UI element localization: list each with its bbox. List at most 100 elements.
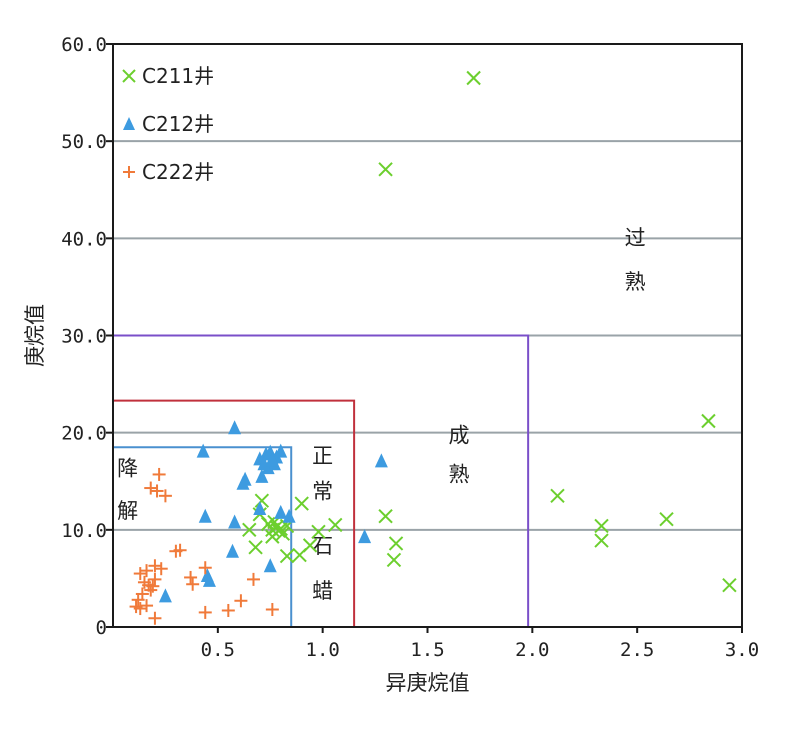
- zone-label: 过: [625, 226, 646, 250]
- point-c222: [144, 583, 158, 597]
- x-tick-label: 1.5: [410, 639, 444, 661]
- zone-label: 熟: [625, 270, 646, 294]
- point-c222: [184, 570, 198, 584]
- point-c222: [198, 605, 212, 619]
- x-axis-label: 异庚烷值: [386, 671, 470, 695]
- legend-marker: [122, 69, 136, 83]
- point-c222: [133, 602, 147, 616]
- point-c222: [152, 467, 166, 481]
- point-c211: [311, 524, 326, 539]
- zone-label: 蜡: [312, 579, 333, 603]
- point-c222: [148, 611, 162, 625]
- point-c211: [292, 547, 307, 563]
- y-tick-label: 50.0: [61, 131, 107, 153]
- legend: C211井 C212井 C222井: [122, 64, 214, 184]
- point-c211: [701, 413, 716, 429]
- point-c212: [158, 588, 172, 603]
- point-c211: [294, 496, 309, 511]
- maturity-regions: [113, 334, 530, 627]
- point-c212: [282, 508, 296, 523]
- legend-marker: [123, 117, 135, 130]
- y-tick-label: 60.0: [61, 34, 107, 56]
- point-c222: [148, 572, 162, 586]
- point-c211: [594, 518, 609, 534]
- point-c222: [140, 564, 154, 578]
- point-c212: [226, 543, 240, 558]
- region-boundary-1: [113, 446, 293, 627]
- point-c212: [358, 529, 372, 544]
- point-c211: [659, 511, 674, 527]
- point-c222: [234, 594, 248, 608]
- x-tick-label: 0.5: [201, 639, 235, 661]
- y-tick-label: 10.0: [61, 520, 107, 542]
- point-c222: [186, 577, 200, 591]
- point-c212: [198, 508, 212, 523]
- point-c222: [158, 489, 172, 503]
- point-c222: [221, 603, 235, 617]
- point-c211: [386, 552, 402, 568]
- point-c212: [274, 504, 288, 519]
- zone-label: 成: [448, 423, 469, 447]
- point-c222: [246, 572, 260, 586]
- point-c211: [248, 540, 263, 555]
- point-c211: [242, 522, 257, 538]
- x-tick-label: 1.0: [306, 639, 340, 661]
- point-c211: [466, 70, 481, 86]
- y-tick-label: 40.0: [61, 228, 107, 250]
- point-c212: [253, 500, 267, 515]
- x-tick-label: 2.5: [620, 639, 654, 661]
- point-c212: [236, 475, 250, 490]
- legend-label: C222井: [142, 160, 214, 184]
- point-c212: [374, 453, 388, 468]
- point-c211: [254, 493, 270, 508]
- point-c222: [265, 603, 279, 617]
- y-tick-label: 20.0: [61, 423, 107, 445]
- point-c212: [228, 514, 242, 529]
- region-boundary-3: [113, 334, 530, 627]
- point-c222: [198, 561, 212, 575]
- series-plus: [129, 467, 279, 625]
- point-c222: [148, 559, 162, 573]
- x-tick-label: 2.0: [515, 639, 549, 661]
- zone-label: 常: [312, 480, 333, 504]
- point-c212: [255, 468, 269, 483]
- point-c211: [328, 517, 343, 533]
- point-c211: [550, 488, 565, 504]
- point-c211: [265, 529, 280, 544]
- point-c212: [202, 572, 216, 587]
- point-c211: [378, 509, 393, 524]
- zone-label: 降: [117, 456, 138, 480]
- x-axis-ticks: 0.5 1.0 1.5 2.0 2.5 3.0: [201, 627, 759, 661]
- y-tick-label: 0: [96, 617, 107, 639]
- series-triangle: [158, 420, 388, 603]
- point-c211: [265, 522, 280, 538]
- y-axis-ticks: 0 10.0 20.0 30.0 40.0 50.0 60.0: [61, 34, 113, 639]
- point-c211: [388, 536, 404, 551]
- point-c222: [173, 543, 187, 557]
- region-boundary-2: [113, 399, 356, 627]
- point-c212: [257, 456, 271, 471]
- point-c211: [378, 162, 393, 177]
- point-c212: [274, 443, 288, 458]
- point-c212: [263, 558, 277, 573]
- zone-label: 熟: [448, 462, 469, 486]
- legend-label: C212井: [142, 112, 214, 136]
- point-c211: [279, 548, 295, 564]
- point-c222: [131, 593, 145, 607]
- data-points: [129, 70, 737, 625]
- point-c211: [722, 578, 737, 593]
- point-c212: [265, 452, 279, 467]
- point-c212: [228, 420, 242, 435]
- series-x: [242, 70, 737, 593]
- point-c222: [154, 562, 168, 576]
- point-c222: [133, 567, 147, 581]
- y-tick-label: 30.0: [61, 326, 107, 348]
- zone-label: 石: [312, 534, 333, 558]
- point-c222: [150, 484, 164, 498]
- x-tick-label: 3.0: [725, 639, 759, 661]
- point-c212: [196, 443, 210, 458]
- legend-marker: [123, 166, 135, 178]
- zone-label: 正: [312, 444, 333, 468]
